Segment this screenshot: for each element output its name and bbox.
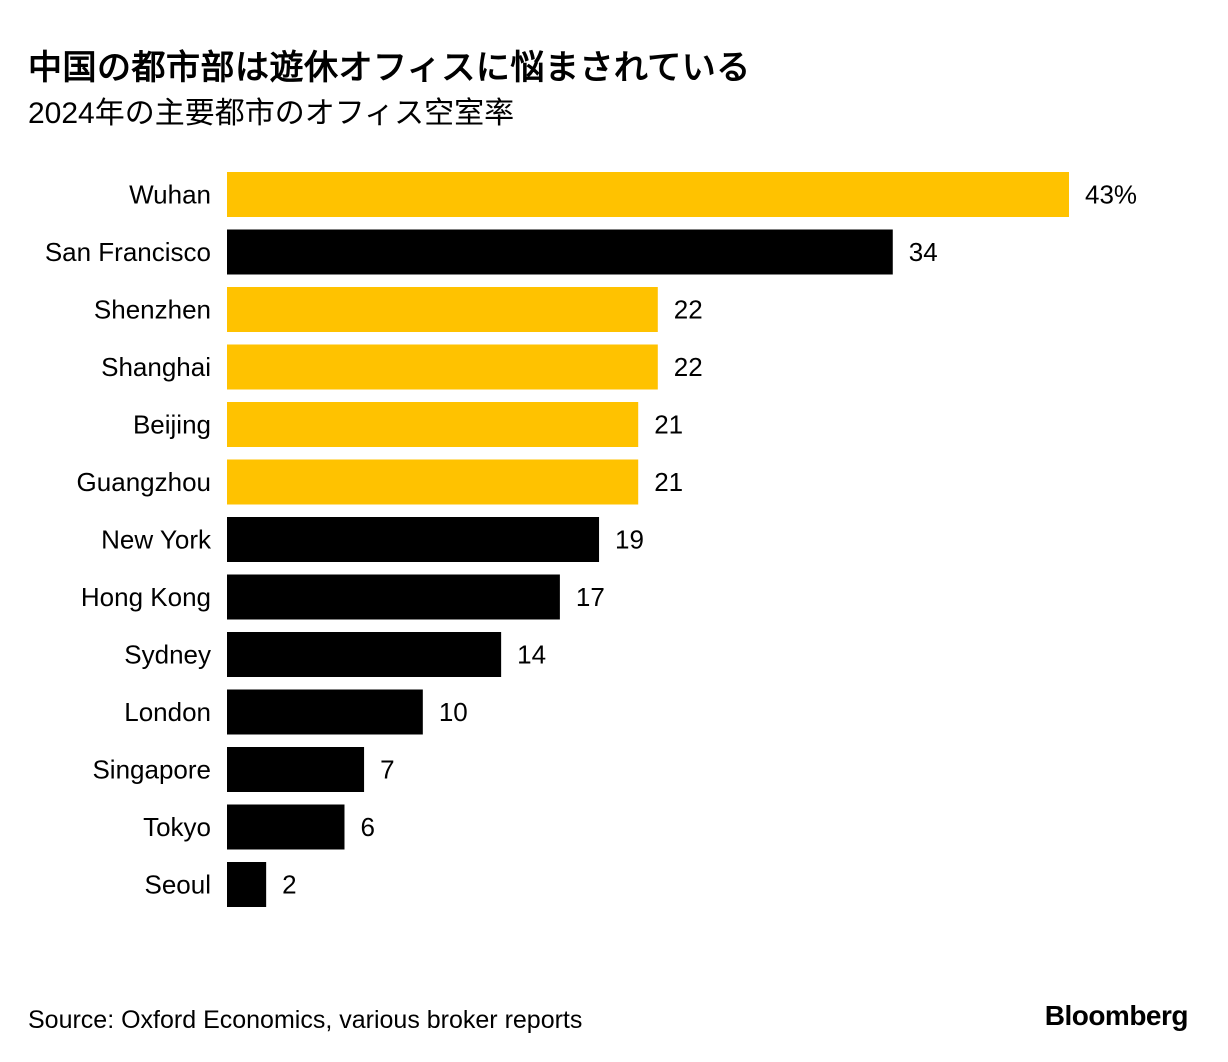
value-label: 2: [282, 870, 296, 900]
value-label: 19: [615, 525, 644, 555]
value-label: 10: [439, 697, 468, 727]
value-label: 43%: [1085, 180, 1137, 210]
value-label: 22: [674, 295, 703, 325]
category-label: Beijing: [133, 410, 211, 440]
bar-sydney: [227, 632, 502, 677]
category-label: Sydney: [124, 640, 211, 670]
chart-title: 中国の都市部は遊休オフィスに悩まされている: [28, 49, 751, 87]
category-label: London: [124, 697, 211, 727]
category-label: Guangzhou: [77, 467, 211, 497]
bloomberg-logo: Bloomberg: [1044, 1000, 1189, 1031]
bar-hong-kong: [227, 574, 560, 620]
bar-tokyo: [227, 804, 345, 850]
value-label: 22: [674, 352, 703, 382]
bar-san-francisco: [227, 229, 893, 275]
category-label: San Francisco: [45, 237, 211, 267]
bar-guangzhou: [227, 459, 639, 505]
chart-subtitle: 2024年の主要都市のオフィス空室率: [28, 97, 515, 130]
category-label: Wuhan: [129, 180, 211, 210]
value-label: 14: [517, 640, 546, 670]
bar-singapore: [227, 747, 365, 792]
source-note: Source: Oxford Economics, various broker…: [28, 1006, 583, 1034]
value-label: 7: [380, 755, 394, 785]
category-label: Singapore: [92, 755, 211, 785]
category-label: Tokyo: [143, 812, 211, 842]
value-label: 17: [576, 582, 605, 612]
value-label: 34: [909, 237, 938, 267]
value-label: 21: [654, 467, 683, 497]
category-label: Shanghai: [101, 352, 211, 382]
bar-shenzhen: [227, 287, 658, 332]
value-label: 21: [654, 410, 683, 440]
value-label: 6: [360, 812, 374, 842]
category-label: Shenzhen: [94, 295, 211, 325]
bar-shanghai: [227, 344, 658, 390]
bar-wuhan: [227, 172, 1069, 217]
category-label: Seoul: [145, 870, 212, 900]
bar-beijing: [227, 402, 639, 447]
bar-london: [227, 689, 423, 735]
category-label: New York: [101, 525, 212, 555]
category-label: Hong Kong: [81, 582, 211, 612]
bar-new-york: [227, 517, 600, 562]
bar-chart: Wuhan 43% San Francisco 34 Shenzhen 22 Shangha…: [45, 172, 1137, 907]
bar-seoul: [227, 862, 267, 907]
